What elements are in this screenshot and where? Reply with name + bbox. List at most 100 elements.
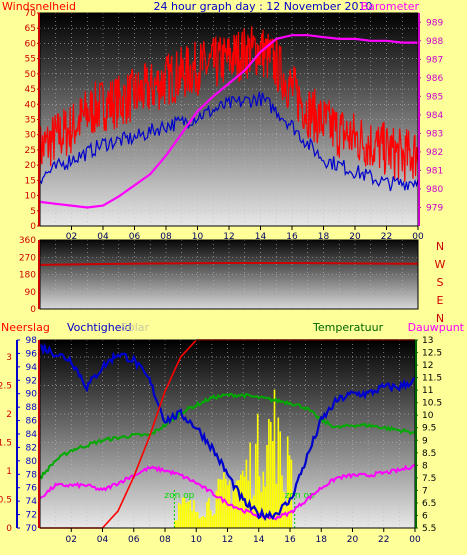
dewpoint-line bbox=[39, 463, 416, 521]
solar-bar bbox=[180, 504, 182, 528]
solar-bar bbox=[215, 490, 218, 528]
y-tick-label-rain: 2.5 bbox=[0, 382, 12, 392]
solar-bar bbox=[189, 500, 191, 528]
y-tick-label-rain: 3 bbox=[6, 353, 12, 363]
y-tick-label-wind: 10 bbox=[25, 192, 37, 202]
solar-bar bbox=[232, 491, 235, 528]
direction-letter-s: S bbox=[437, 276, 444, 289]
solar-bar bbox=[196, 512, 199, 528]
panel-direction-background bbox=[40, 240, 418, 309]
y-tick-label-temp: 7.5 bbox=[422, 474, 436, 484]
y-tick-label-humidity: 74 bbox=[26, 497, 38, 507]
y-tick-label-wind: 45 bbox=[25, 85, 36, 95]
y-tick-label-temp: 8 bbox=[422, 461, 428, 471]
y-tick-label-barometer: 983 bbox=[426, 129, 443, 139]
solar-bar bbox=[270, 421, 272, 528]
solar-bar bbox=[253, 495, 255, 528]
x-tick-label: 20 bbox=[349, 232, 361, 242]
y-tick-label-barometer: 987 bbox=[426, 55, 443, 65]
solar-bar bbox=[245, 459, 248, 528]
y-tick-label-temp: 11 bbox=[422, 386, 433, 396]
wind-gust-line bbox=[39, 91, 419, 192]
solar-bar bbox=[187, 501, 190, 528]
x-tick-label: 00 bbox=[412, 232, 424, 242]
solar-bar bbox=[211, 515, 214, 528]
solar-bar bbox=[290, 459, 293, 528]
y-tick-label-temp: 8.5 bbox=[422, 449, 436, 459]
y-tick-label-direction: 360 bbox=[19, 236, 36, 246]
x-tick-label: 14 bbox=[255, 232, 267, 242]
solar-bar bbox=[240, 474, 242, 528]
x-tick-label: 20 bbox=[347, 535, 359, 545]
solar-bar bbox=[217, 478, 220, 528]
y-tick-label-barometer: 988 bbox=[426, 37, 443, 47]
y-tick-label-rain: 1 bbox=[6, 467, 12, 477]
solar-bar bbox=[249, 442, 251, 528]
solar-bar bbox=[208, 497, 210, 528]
x-tick-label: 16 bbox=[286, 232, 298, 242]
x-tick-label: 12 bbox=[222, 535, 233, 545]
solar-bar bbox=[200, 517, 203, 528]
solar-bar bbox=[236, 480, 238, 528]
x-tick-label: 22 bbox=[378, 535, 389, 545]
direction-letters: N W S E N bbox=[435, 240, 446, 325]
y-tick-label-temp: 6 bbox=[422, 511, 428, 521]
y-tick-label-barometer: 989 bbox=[426, 18, 443, 28]
y-tick-label-wind: 35 bbox=[25, 116, 36, 126]
direction-letter-w: W bbox=[435, 258, 446, 271]
panel-wind-series bbox=[39, 26, 419, 209]
y-tick-label-rain: 1.5 bbox=[0, 439, 12, 449]
solar-bar bbox=[202, 516, 205, 528]
x-tick-label: 02 bbox=[66, 535, 77, 545]
direction-letter-n-top: N bbox=[436, 240, 444, 253]
solar-bar bbox=[258, 476, 261, 528]
y-tick-label-humidity: 84 bbox=[26, 430, 38, 440]
solar-bar bbox=[178, 503, 180, 528]
y-tick-label-temp: 9 bbox=[422, 436, 428, 446]
temperatuur-label: Temperatuur bbox=[312, 321, 384, 334]
x-tick-label: 16 bbox=[284, 535, 296, 545]
y-tick-label-humidity: 70 bbox=[26, 524, 38, 534]
x-tick-label: 14 bbox=[253, 535, 265, 545]
y-tick-label-humidity: 96 bbox=[26, 349, 38, 359]
wind-direction-line bbox=[39, 262, 419, 266]
y-tick-label-rain: 0.5 bbox=[0, 496, 12, 506]
y-tick-label-humidity: 76 bbox=[26, 484, 38, 494]
x-tick-label: 12 bbox=[223, 232, 234, 242]
y-tick-label-humidity: 82 bbox=[26, 443, 37, 453]
y-tick-label-wind: 40 bbox=[25, 100, 37, 110]
y-tick-label-humidity: 88 bbox=[26, 403, 38, 413]
y-tick-label-temp: 10.5 bbox=[422, 399, 442, 409]
x-tick-label: 06 bbox=[129, 232, 141, 242]
panel-humidity-axes: 00.511.522.53707274767880828486889092949… bbox=[0, 336, 442, 545]
solar-bar bbox=[195, 512, 197, 528]
y-tick-label-barometer: 984 bbox=[426, 111, 443, 121]
y-tick-label-wind: 60 bbox=[25, 39, 37, 49]
y-tick-label-humidity: 72 bbox=[26, 511, 37, 521]
barometer-label: Barometer bbox=[361, 0, 420, 13]
y-tick-label-direction: 180 bbox=[19, 271, 36, 281]
solar-bar bbox=[213, 514, 216, 528]
y-tick-label-rain: 2 bbox=[6, 410, 12, 420]
wind-speed-line bbox=[39, 26, 419, 182]
solar-bar bbox=[204, 517, 206, 528]
neerslag-label: Neerslag bbox=[1, 321, 50, 334]
y-tick-label-wind: 25 bbox=[25, 146, 36, 156]
x-tick-label: 18 bbox=[318, 232, 330, 242]
y-tick-label-humidity: 90 bbox=[26, 390, 38, 400]
x-tick-label: 04 bbox=[97, 232, 109, 242]
solar-bar bbox=[281, 475, 283, 528]
y-tick-label-direction: 0 bbox=[30, 305, 36, 315]
solar-bar bbox=[277, 417, 280, 528]
y-tick-label-barometer: 985 bbox=[426, 92, 443, 102]
x-tick-label: 04 bbox=[97, 535, 109, 545]
solar-bar bbox=[288, 455, 291, 528]
sun-marker-label: zon op bbox=[285, 491, 315, 501]
solar-bar bbox=[174, 520, 176, 528]
direction-letter-e: E bbox=[437, 294, 444, 307]
y-tick-label-temp: 13 bbox=[422, 336, 433, 346]
y-tick-label-humidity: 94 bbox=[26, 363, 38, 373]
solar-bar bbox=[238, 480, 240, 528]
y-tick-label-barometer: 979 bbox=[426, 203, 443, 213]
